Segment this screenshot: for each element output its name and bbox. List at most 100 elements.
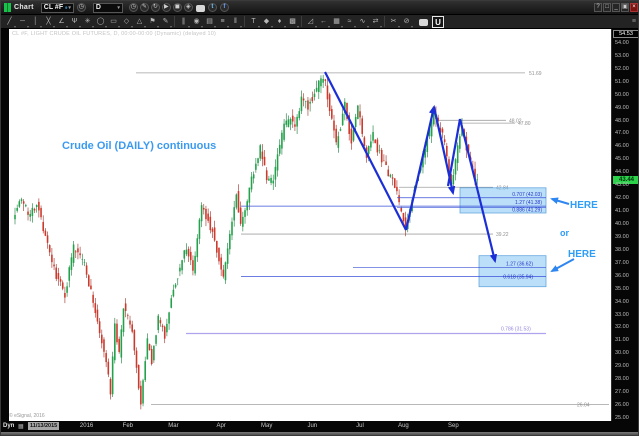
chat-icon[interactable] bbox=[195, 4, 205, 12]
pattern-tool-icon[interactable]: ▩ ▾ bbox=[289, 17, 299, 29]
tool-u-button[interactable]: U bbox=[432, 15, 444, 28]
grid-tool-icon[interactable]: ▦ ▾ bbox=[333, 17, 343, 29]
interval-dropdown-caret[interactable]: ▾ bbox=[117, 4, 120, 11]
pitchfork-tool-icon[interactable]: Ψ ▾ bbox=[71, 17, 81, 29]
tool-caret-icon[interactable]: ▾ bbox=[200, 23, 203, 29]
favorite-icon[interactable]: ◈ bbox=[183, 3, 193, 12]
tool-caret-icon[interactable]: ▾ bbox=[366, 23, 369, 29]
tool-caret-icon[interactable]: ▾ bbox=[26, 23, 29, 29]
time-icon[interactable]: ◷ bbox=[128, 3, 138, 12]
titlebar[interactable]: Chart CL #F 9 ▾ ◷ D ▾ ◷ ✎ ↻ ▶ ◼ ◈ t f ? □ _ ▣ × bbox=[1, 1, 638, 14]
brush-tool-icon[interactable]: ✎ ▾ bbox=[162, 17, 172, 29]
interval-input[interactable]: D ▾ bbox=[92, 2, 123, 13]
restore-button[interactable]: ▣ bbox=[621, 3, 629, 12]
tool-caret-icon[interactable]: ▾ bbox=[156, 23, 159, 29]
polygon-tool-icon[interactable]: ◇ ▾ bbox=[123, 17, 133, 29]
pointer-arrow[interactable] bbox=[550, 197, 570, 205]
price-marker-tool-icon[interactable]: ♦ ▾ bbox=[277, 17, 286, 29]
tool-caret-icon[interactable]: ▾ bbox=[283, 23, 286, 29]
horizontal-line-tool-icon[interactable]: ─ ▾ bbox=[20, 17, 29, 29]
tool-caret-icon[interactable]: ▾ bbox=[340, 23, 343, 29]
star-tool-icon[interactable]: ✳ ▾ bbox=[84, 17, 94, 29]
minimize-button[interactable]: _ bbox=[612, 3, 620, 12]
flag-tool-icon[interactable]: ⚑ ▾ bbox=[149, 17, 159, 29]
play-icon[interactable]: ▶ bbox=[161, 3, 171, 12]
cross-line-tool-icon[interactable]: ╳ ▾ bbox=[46, 17, 55, 29]
symbol-dropdown-caret[interactable]: ▾ bbox=[68, 4, 71, 11]
twitter-icon[interactable]: t bbox=[207, 3, 217, 12]
tool-caret-icon[interactable]: ▾ bbox=[91, 23, 94, 29]
facebook-icon[interactable]: f bbox=[219, 3, 229, 12]
tool-caret-icon[interactable]: ▾ bbox=[78, 23, 81, 29]
plot-area[interactable] bbox=[9, 29, 611, 421]
tool-caret-icon[interactable]: ▾ bbox=[314, 23, 317, 29]
fib-retracement-tool-icon[interactable]: ▤ ▾ bbox=[206, 17, 216, 29]
parallel-channel-tool-icon[interactable]: ∥ ▾ bbox=[181, 17, 190, 29]
text-tool-icon[interactable]: T ▾ bbox=[251, 17, 260, 29]
drawing-toolbar[interactable]: ╱ ▾ ─ ▾ │ ▾ ╳ ▾ ∠ ▾ Ψ ▾ ✳ ▾ ◯ ▾ ▭ ▾ ◇ ▾ △ ▾ ⚑ ▾ ✎ ▾ ∥ ▾ ◉ ▾ ▤ ▾ ≡ ▾ ‖ ▾ T ▾ ◆ ▾… bbox=[1, 14, 638, 29]
wave-tool-icon[interactable]: ≈ ▾ bbox=[347, 17, 356, 29]
tool-caret-icon[interactable]: ▾ bbox=[39, 23, 42, 29]
vertical-line-tool-icon[interactable]: │ ▾ bbox=[33, 17, 42, 29]
eraser-tool-icon[interactable]: ⊘ ▾ bbox=[403, 17, 413, 29]
ray-tool-icon[interactable]: ∠ ▾ bbox=[58, 17, 68, 29]
price-axis[interactable]: 54.53 43.44 54.00 53.00 52.00 51.00 50.00 49.… bbox=[611, 29, 638, 421]
tool-caret-icon[interactable]: ▾ bbox=[187, 23, 190, 29]
tool-caret-icon[interactable]: ▾ bbox=[327, 23, 330, 29]
symbol-input[interactable]: CL #F 9 ▾ bbox=[40, 2, 74, 13]
toolbar-chat-icon[interactable] bbox=[419, 18, 428, 26]
tool-caret-icon[interactable]: ▾ bbox=[353, 23, 356, 29]
measure-tool-icon[interactable]: ◿ ▾ bbox=[307, 17, 317, 29]
tool-caret-icon[interactable]: ▾ bbox=[296, 23, 299, 29]
intraday-clock-icon[interactable]: ◷ bbox=[76, 3, 86, 12]
regression-tool-icon[interactable]: ⇄ ▾ bbox=[372, 17, 382, 29]
ellipse-tool-icon[interactable]: ◯ ▾ bbox=[96, 17, 107, 29]
tool-caret-icon[interactable]: ▾ bbox=[65, 23, 68, 29]
help-button[interactable]: ? bbox=[594, 3, 602, 12]
stop-icon[interactable]: ◼ bbox=[172, 3, 182, 12]
tool-caret-icon[interactable]: ▾ bbox=[13, 23, 16, 29]
tool-caret-icon[interactable]: ▾ bbox=[379, 23, 382, 29]
callout-tool-icon[interactable]: ◆ ▾ bbox=[263, 17, 273, 29]
calendar-icon[interactable]: ▦ bbox=[18, 424, 24, 430]
trend-arrow[interactable] bbox=[324, 71, 407, 231]
trendline-tool-icon[interactable]: ╱ ▾ bbox=[7, 17, 16, 29]
pointer-arrow[interactable] bbox=[550, 258, 575, 272]
rectangle-tool-icon[interactable]: ▭ ▾ bbox=[110, 17, 120, 29]
tool-caret-icon[interactable]: ▾ bbox=[117, 23, 120, 29]
fib-timezone-tool-icon[interactable]: ‖ ▾ bbox=[234, 17, 242, 29]
scissors-tool-icon[interactable]: ✂ ▾ bbox=[390, 17, 400, 29]
maximize-button[interactable]: □ bbox=[603, 3, 611, 12]
triangle-tool-icon[interactable]: △ ▾ bbox=[136, 17, 146, 29]
tool-caret-icon[interactable]: ▾ bbox=[410, 23, 413, 29]
bottom-resize-strip[interactable] bbox=[1, 432, 638, 435]
tool-caret-icon[interactable]: ▾ bbox=[213, 23, 216, 29]
tool-caret-icon[interactable]: ▾ bbox=[104, 23, 107, 29]
trend-arrow[interactable] bbox=[446, 118, 462, 187]
start-date-box[interactable]: 11/13/2015 bbox=[28, 422, 60, 430]
tool-caret-icon[interactable]: ▾ bbox=[226, 23, 229, 29]
arrow-mark-tool-icon[interactable]: ← ▾ bbox=[320, 17, 330, 29]
tool-caret-icon[interactable]: ▾ bbox=[270, 23, 273, 29]
refresh-icon[interactable]: ↻ bbox=[150, 3, 160, 12]
tool-caret-icon[interactable]: ▾ bbox=[169, 23, 172, 29]
fib-circle-tool-icon[interactable]: ◉ ▾ bbox=[193, 17, 203, 29]
tool-caret-icon[interactable]: ▾ bbox=[239, 23, 242, 29]
fib-target-zone[interactable] bbox=[478, 255, 547, 288]
tool-caret-icon[interactable]: ▾ bbox=[52, 23, 55, 29]
time-axis[interactable]: Dyn ▦ 11/13/2015 2016 Feb Mar Apr May Jun Jul A… bbox=[1, 421, 638, 432]
fib-target-zone[interactable] bbox=[459, 187, 547, 214]
trend-arrow[interactable] bbox=[458, 118, 498, 264]
tool-caret-icon[interactable]: ▾ bbox=[130, 23, 133, 29]
candle-body bbox=[229, 233, 231, 250]
fib-extension-tool-icon[interactable]: ≡ ▾ bbox=[220, 17, 229, 29]
tool-caret-icon[interactable]: ▾ bbox=[257, 23, 260, 29]
tool-caret-icon[interactable]: ▾ bbox=[143, 23, 146, 29]
annotate-icon[interactable]: ✎ bbox=[139, 3, 149, 12]
trend-arrow[interactable] bbox=[404, 104, 437, 231]
tool-caret-icon[interactable]: ▾ bbox=[397, 23, 400, 29]
zigzag-tool-icon[interactable]: ∿ ▾ bbox=[359, 17, 369, 29]
panel-menu-icon[interactable]: ≡ bbox=[631, 18, 636, 25]
close-button[interactable]: × bbox=[630, 3, 638, 12]
